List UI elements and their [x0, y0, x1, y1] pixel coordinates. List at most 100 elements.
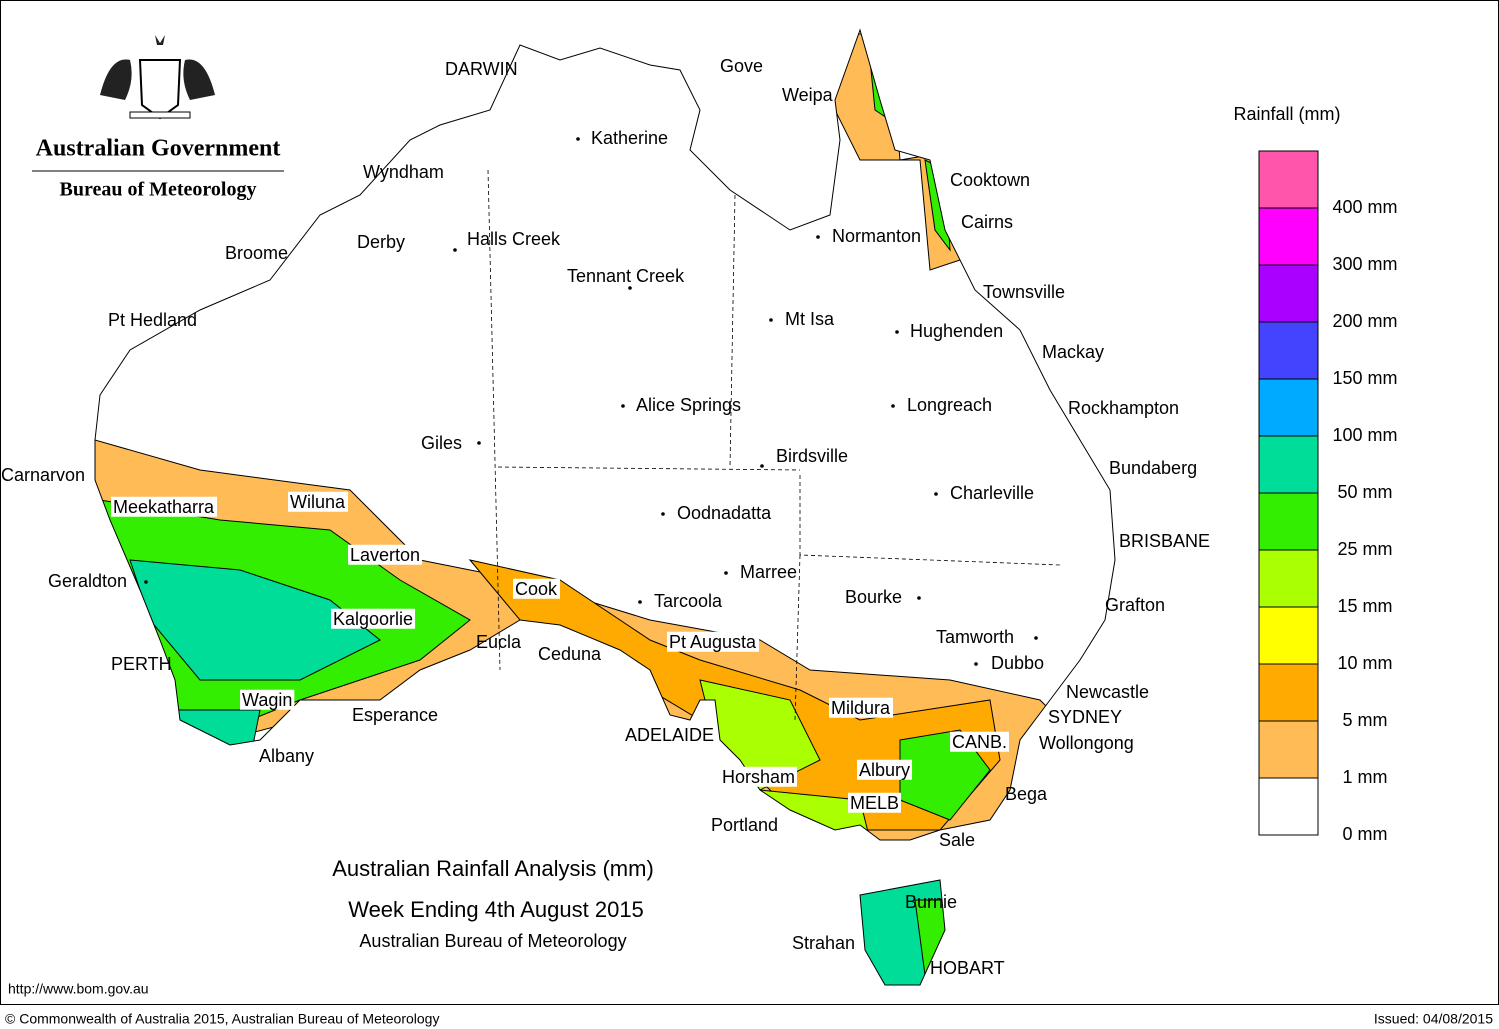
place-label: Wiluna — [290, 492, 346, 512]
place-label: Derby — [357, 232, 405, 252]
place-dot — [638, 600, 642, 604]
place-dot — [477, 441, 481, 445]
legend-swatch — [1258, 435, 1319, 494]
place-label: Broome — [225, 243, 288, 263]
label-background — [348, 544, 423, 565]
place-label: Mildura — [831, 698, 891, 718]
legend-swatch — [1258, 606, 1319, 665]
legend-swatch — [1258, 321, 1319, 380]
place-dot — [816, 235, 820, 239]
place-label: Gove — [720, 56, 763, 76]
place-dot — [760, 464, 764, 468]
crest — [100, 35, 215, 120]
label-background — [829, 697, 894, 718]
place-label: MELB — [850, 793, 899, 813]
place-label: Mackay — [1042, 342, 1104, 362]
copyright: © Commonwealth of Australia 2015, Austra… — [5, 1011, 439, 1027]
place-label: Weipa — [782, 85, 834, 105]
place-label: Geraldton — [48, 571, 127, 591]
place-label: Ceduna — [538, 644, 602, 664]
legend-swatch — [1258, 777, 1319, 836]
legend-swatch — [1258, 663, 1319, 722]
place-label: Alice Springs — [636, 395, 741, 415]
place-label: Bundaberg — [1109, 458, 1197, 478]
place-dot — [576, 137, 580, 141]
place-label: HOBART — [930, 958, 1005, 978]
place-label: Grafton — [1105, 595, 1165, 615]
rain-50mm — [129, 559, 381, 681]
legend-swatch — [1258, 264, 1319, 323]
rain-25mm-2 — [899, 729, 991, 821]
place-label: Wyndham — [363, 162, 444, 182]
legend-label: 10 mm — [1337, 653, 1392, 673]
place-label: Giles — [421, 433, 462, 453]
place-label: Dubbo — [991, 653, 1044, 673]
legend-swatch — [1258, 720, 1319, 779]
place-label: Eucla — [476, 632, 522, 652]
place-label: Halls Creek — [467, 229, 561, 249]
label-background — [513, 578, 561, 599]
issued: Issued: 04/08/2015 — [1374, 1011, 1493, 1027]
legend-swatch — [1258, 549, 1319, 608]
place-label: BRISBANE — [1119, 531, 1210, 551]
place-label: Strahan — [792, 933, 855, 953]
legend-swatch — [1258, 492, 1319, 551]
place-label: Cooktown — [950, 170, 1030, 190]
place-label: DARWIN — [445, 59, 518, 79]
legend-label: 300 mm — [1332, 254, 1397, 274]
place-label: Marree — [740, 562, 797, 582]
place-dot — [891, 404, 895, 408]
title-line: Week Ending 4th August 2015 — [348, 897, 644, 922]
place-label: Birdsville — [776, 446, 848, 466]
place-dot — [769, 318, 773, 322]
place-label: Cairns — [961, 212, 1013, 232]
title-line: Australian Rainfall Analysis (mm) — [332, 856, 654, 881]
legend: 400 mm 300 mm 200 mm 150 mm 100 mm 50 mm 25 mm… — [1258, 150, 1398, 844]
place-label: CANB. — [952, 732, 1007, 752]
place-label: ADELAIDE — [625, 725, 714, 745]
legend-label: 100 mm — [1332, 425, 1397, 445]
place-label: Cook — [515, 579, 558, 599]
label-background — [623, 724, 717, 745]
place-label: Burnie — [905, 892, 957, 912]
legend-label: 0 mm — [1343, 824, 1388, 844]
legend-swatch — [1258, 378, 1319, 437]
place-dot — [724, 571, 728, 575]
place-dot — [917, 596, 921, 600]
place-label: Longreach — [907, 395, 992, 415]
legend-label: 25 mm — [1337, 539, 1392, 559]
place-dot — [934, 492, 938, 496]
legend-swatch — [1258, 207, 1319, 266]
title-line: Australian Bureau of Meteorology — [359, 931, 626, 951]
url: http://www.bom.gov.au — [8, 981, 149, 997]
place-label: Hughenden — [910, 321, 1003, 341]
place-label: Tarcoola — [654, 591, 723, 611]
legend-label: 1 mm — [1343, 767, 1388, 787]
label-background — [331, 608, 416, 629]
place-label: Charleville — [950, 483, 1034, 503]
place-label: Normanton — [832, 226, 921, 246]
place-label: Rockhampton — [1068, 398, 1179, 418]
label-background — [720, 766, 798, 787]
place-dot — [974, 662, 978, 666]
place-label: Bega — [1005, 784, 1048, 804]
label-background — [950, 731, 1010, 752]
place-label: SYDNEY — [1048, 707, 1122, 727]
place-dot — [453, 248, 457, 252]
place-label: Pt Augusta — [669, 632, 757, 652]
place-label: Bourke — [845, 587, 902, 607]
legend-swatch — [1258, 150, 1319, 209]
place-label: Oodnadatta — [677, 503, 772, 523]
legend-label: 50 mm — [1337, 482, 1392, 502]
place-label: Wagin — [242, 690, 292, 710]
legend-label: 150 mm — [1332, 368, 1397, 388]
legend-title: Rainfall (mm) — [1233, 104, 1340, 124]
place-dot — [628, 286, 632, 290]
place-label: Albury — [859, 760, 910, 780]
place-dot — [144, 580, 148, 584]
place-label: Tamworth — [936, 627, 1014, 647]
place-label: Esperance — [352, 705, 438, 725]
place-label: Albany — [259, 746, 314, 766]
place-dot — [621, 404, 625, 408]
place-dot — [661, 512, 665, 516]
